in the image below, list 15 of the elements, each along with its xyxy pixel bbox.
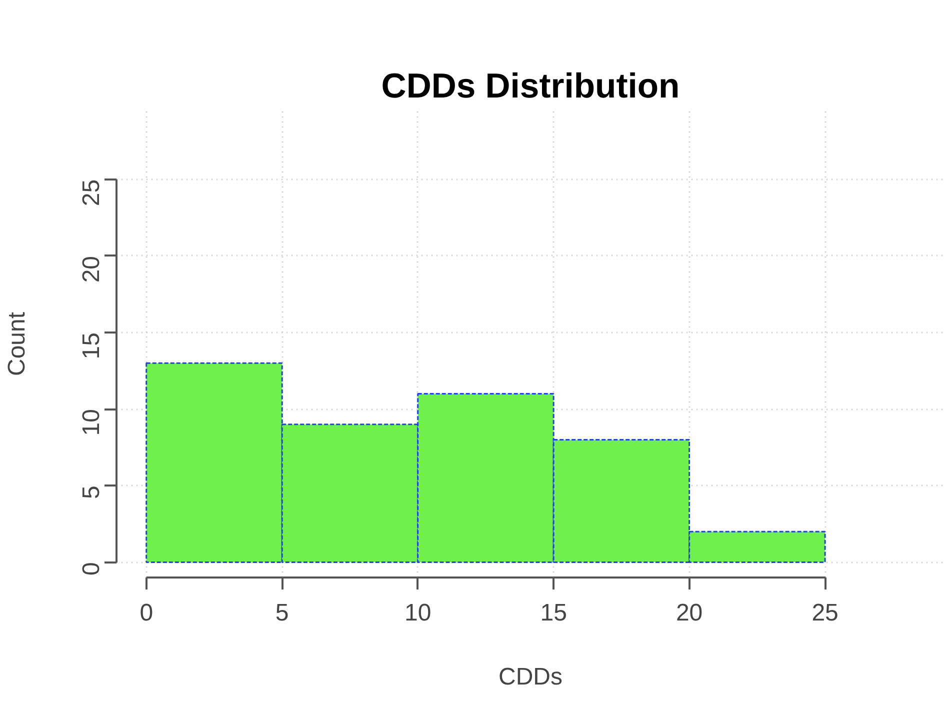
x-tick-label: 10 <box>404 600 432 626</box>
x-tick-label: 5 <box>275 600 289 626</box>
y-tick-label: 15 <box>78 332 105 360</box>
x-axis-title: CDDs <box>498 664 562 690</box>
y-tick-label: 25 <box>78 179 105 206</box>
x-tick-label: 20 <box>676 600 703 626</box>
chart-title: CDDs Distribution <box>381 68 680 106</box>
y-axis-title: Count <box>4 312 30 376</box>
x-tick-label: 15 <box>540 600 567 626</box>
y-tick-label: 10 <box>78 409 105 436</box>
x-tick-label: 25 <box>812 600 838 626</box>
x-tick-label: 0 <box>140 600 154 626</box>
y-tick-label: 5 <box>78 486 105 499</box>
y-tick-label: 20 <box>78 256 105 283</box>
y-tick-label: 0 <box>78 562 105 576</box>
